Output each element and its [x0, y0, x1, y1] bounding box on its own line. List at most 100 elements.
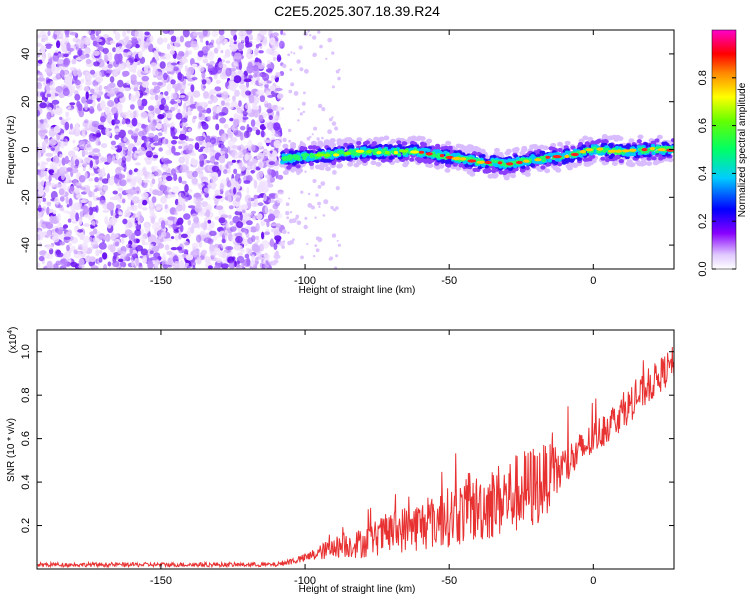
spectrogram-signal-cell — [322, 159, 328, 163]
spectrogram-speck — [282, 32, 286, 36]
spectrogram-noise-cell — [160, 220, 166, 229]
spectrogram-signal-cell — [508, 167, 513, 172]
spectrogram-noise-cell — [151, 245, 160, 253]
spectrogram-noise-cell — [126, 109, 133, 118]
spectrogram-noise-cell — [72, 139, 76, 144]
spectrogram-speck — [285, 210, 290, 216]
spectrogram-signal-cell — [340, 150, 345, 154]
spectrogram-noise-cell — [220, 133, 227, 143]
spectrogram-noise-cell — [90, 265, 99, 269]
spectrogram-noise-cell — [207, 265, 213, 269]
spectrogram-noise-cell — [268, 199, 275, 203]
spectrogram-speck — [317, 185, 322, 189]
spectrogram-noise-cell — [114, 145, 123, 149]
spectrogram-signal-cell — [341, 138, 348, 144]
spectrogram-noise-cell — [56, 40, 61, 49]
spectrogram-noise-cell — [45, 77, 50, 83]
spectrogram-noise-cell — [183, 213, 191, 220]
spectrogram-noise-cell — [244, 103, 251, 110]
spectrogram-noise-cell — [95, 158, 100, 165]
spectrogram-noise-cell — [147, 173, 155, 179]
spectrogram-noise-cell — [211, 95, 218, 104]
spectrogram-noise-cell — [115, 111, 119, 118]
spectrogram-noise-cell — [253, 164, 257, 173]
spectrogram-signal-cell — [542, 158, 546, 162]
spectrogram-noise-cell — [117, 249, 123, 255]
spectrogram-noise-cell — [83, 245, 88, 253]
spectrogram-speck — [335, 206, 339, 210]
spectrogram-signal-cell — [614, 134, 621, 140]
spectrogram-signal-cell — [532, 144, 538, 149]
spectrogram-noise-cell — [190, 95, 194, 105]
spectrogram-peak-cell — [459, 157, 467, 161]
spectrogram-peak-cell — [425, 152, 433, 156]
spectrogram-noise-cell — [268, 208, 274, 215]
spectrogram-noise-cell — [92, 148, 100, 153]
spectrogram-signal-cell — [596, 138, 602, 144]
spectrogram-noise-cell — [136, 169, 145, 177]
spectrogram-noise-cell — [92, 50, 100, 56]
spectrogram-noise-cell — [60, 207, 65, 212]
spectrogram-noise-cell — [266, 80, 272, 84]
spectrogram-signal-cell — [306, 150, 312, 154]
spectrogram-noise-cell — [201, 71, 206, 80]
spectrogram-noise-cell — [149, 250, 154, 254]
spectrogram-noise-cell — [166, 123, 171, 128]
spectrogram-speck — [293, 91, 299, 96]
spectrogram-noise-cell — [127, 51, 132, 56]
spectrogram-noise-cell — [227, 106, 234, 110]
spectrogram-noise-cell — [215, 195, 223, 199]
spectrogram-noise-cell — [254, 47, 259, 56]
spectrogram-signal-cell — [401, 141, 407, 146]
spectrogram-signal-cell — [394, 158, 401, 164]
spectrogram-speck — [334, 126, 339, 131]
spectrogram-noise-cell — [106, 83, 112, 92]
spectrogram-noise-cell — [179, 164, 188, 173]
spectrogram-noise-cell — [69, 85, 76, 94]
spectrogram-peak-cell — [516, 160, 523, 165]
spectrogram-noise-cell — [152, 88, 161, 94]
spectrogram-noise-cell — [241, 208, 246, 214]
spectrogram-noise-cell — [56, 213, 62, 222]
spectrogram-signal-cell — [600, 143, 606, 148]
spectrogram-noise-cell — [134, 58, 138, 63]
spectrogram-signal-cell — [554, 167, 561, 172]
spectrogram-noise-cell — [144, 31, 150, 36]
spectrogram-noise-cell — [91, 120, 100, 128]
spectrogram-noise-cell — [245, 80, 250, 88]
spectrogram-noise-cell — [62, 87, 70, 97]
spectrogram-noise-cell — [89, 108, 95, 114]
spectrogram-speck — [282, 137, 287, 143]
spectrogram-noise-cell — [70, 185, 75, 192]
spectrogram-noise-cell — [255, 44, 260, 49]
spectrogram-noise-cell — [215, 91, 223, 95]
spectrogram-noise-cell — [88, 190, 92, 198]
spectrogram-speck — [335, 69, 340, 74]
spectrogram-noise-cell — [141, 123, 146, 129]
spectrogram-noise-cell — [157, 177, 163, 182]
spectrogram-noise-cell — [253, 198, 259, 207]
spectrogram-noise-cell — [203, 187, 211, 193]
spectrogram-noise-cell — [53, 125, 61, 134]
spectrogram-signal-cell — [481, 163, 486, 168]
spectrogram-noise-cell — [72, 68, 78, 77]
spectrogram-noise-cell — [156, 37, 164, 45]
spectrogram-noise-cell — [161, 174, 168, 179]
spectrogram-noise-cell — [246, 186, 250, 195]
spectrogram-signal-cell — [331, 160, 337, 165]
spectrogram-noise-cell — [262, 73, 270, 81]
spectrogram-speck — [331, 85, 335, 89]
spectrogram-noise-cell — [76, 193, 82, 199]
spectrogram-noise-cell — [165, 237, 173, 242]
spectrogram-signal-cell — [631, 152, 637, 157]
spectrogram-noise-cell — [243, 238, 249, 246]
spectrogram-signal-cell — [286, 165, 292, 170]
spectrogram-noise-cell — [231, 159, 236, 163]
spectrogram-noise-cell — [41, 34, 48, 41]
spectrogram-noise-cell — [165, 95, 170, 101]
spectrogram-noise-cell — [99, 186, 107, 195]
spectrogram-noise-cell — [228, 261, 236, 269]
spectrogram-noise-cell — [45, 45, 52, 50]
spectrogram-noise-cell — [192, 264, 196, 269]
spectrogram-noise-cell — [53, 104, 57, 110]
